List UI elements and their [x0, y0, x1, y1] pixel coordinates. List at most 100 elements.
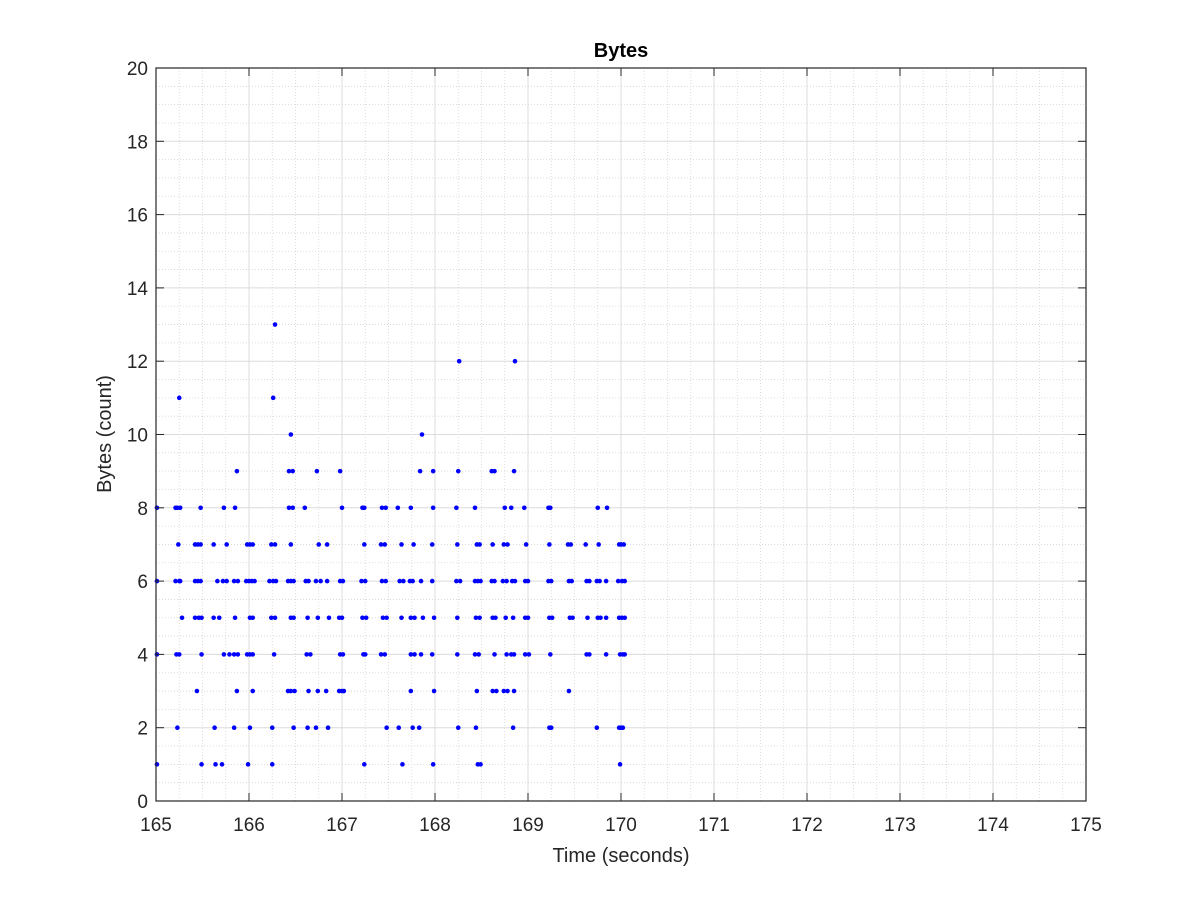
data-point — [378, 652, 384, 657]
data-point — [378, 542, 384, 547]
data-point — [570, 615, 575, 621]
data-point — [360, 615, 365, 621]
data-point — [569, 578, 575, 584]
data-point — [501, 542, 507, 547]
data-point — [474, 688, 480, 694]
data-point — [231, 652, 237, 657]
data-point — [337, 468, 343, 474]
data-point — [603, 652, 609, 657]
data-point — [587, 578, 592, 584]
data-point — [313, 725, 319, 730]
data-point — [493, 615, 498, 621]
data-point — [235, 578, 241, 584]
data-point — [504, 652, 509, 657]
data-point — [305, 615, 310, 621]
y-tick-label: 18 — [127, 132, 148, 153]
data-point — [399, 615, 404, 621]
data-point — [362, 762, 367, 767]
data-point — [430, 762, 436, 767]
data-point — [456, 358, 462, 364]
y-tick-label: 16 — [127, 206, 148, 227]
data-point — [401, 578, 406, 584]
data-point — [176, 542, 181, 547]
data-point — [548, 652, 553, 657]
data-points — [154, 322, 628, 767]
data-point — [224, 578, 229, 584]
data-point — [603, 615, 609, 621]
data-point — [473, 615, 479, 621]
data-point — [603, 578, 609, 584]
data-point — [525, 615, 531, 621]
data-point — [199, 652, 204, 657]
data-point — [490, 542, 495, 547]
data-point — [234, 468, 240, 474]
data-point — [604, 505, 610, 511]
data-point — [318, 578, 323, 584]
data-point — [302, 505, 308, 511]
data-point — [315, 688, 321, 694]
data-point — [231, 725, 237, 730]
data-point — [272, 322, 278, 327]
data-point — [290, 468, 296, 474]
x-tick-label: 173 — [884, 815, 916, 836]
data-point — [429, 578, 435, 584]
data-point — [399, 542, 404, 547]
data-point — [502, 505, 508, 511]
data-point — [288, 542, 294, 547]
data-point — [306, 578, 311, 584]
data-point — [620, 725, 626, 730]
data-point — [476, 652, 482, 657]
data-point — [431, 615, 437, 621]
data-point — [397, 578, 402, 584]
y-tick-label: 10 — [127, 426, 148, 447]
data-point — [598, 615, 603, 621]
x-tick-label: 166 — [233, 815, 265, 836]
data-point — [359, 578, 364, 584]
data-point — [595, 505, 601, 511]
data-point — [430, 468, 436, 474]
data-point — [176, 395, 182, 401]
data-point — [547, 542, 552, 547]
data-point — [522, 652, 528, 657]
data-point — [291, 578, 296, 584]
data-point — [213, 762, 218, 767]
data-point — [271, 652, 277, 657]
data-point — [418, 652, 424, 657]
data-point — [455, 542, 460, 547]
data-point — [198, 542, 203, 547]
data-point — [510, 615, 516, 621]
data-point — [420, 615, 426, 621]
data-point — [457, 578, 463, 584]
data-point — [212, 725, 217, 730]
data-point — [512, 578, 518, 584]
data-point — [596, 542, 601, 547]
data-point — [224, 542, 229, 547]
data-point — [227, 652, 232, 657]
y-tick-label: 14 — [127, 279, 149, 300]
data-point — [568, 542, 574, 547]
x-axis-ticks: 165 166 167 168 169 170 171 172 173 174 175 — [140, 68, 1102, 836]
data-point — [198, 578, 203, 584]
data-point — [384, 615, 389, 621]
data-point — [492, 468, 497, 474]
data-point — [622, 615, 628, 621]
data-point — [339, 505, 345, 511]
data-point — [216, 615, 222, 621]
data-point — [621, 542, 627, 547]
data-point — [510, 725, 516, 730]
data-point — [511, 468, 517, 474]
data-point — [324, 578, 330, 584]
data-point — [383, 578, 389, 584]
data-point — [408, 615, 414, 621]
data-point — [215, 578, 220, 584]
data-point — [548, 505, 553, 511]
x-axis-label: Time (seconds) — [552, 845, 689, 867]
data-point — [597, 578, 602, 584]
data-point — [269, 762, 275, 767]
data-point — [250, 542, 256, 547]
y-tick-label: 12 — [127, 352, 148, 373]
data-point — [291, 725, 296, 730]
data-point — [472, 505, 478, 511]
x-tick-label: 168 — [419, 815, 451, 836]
